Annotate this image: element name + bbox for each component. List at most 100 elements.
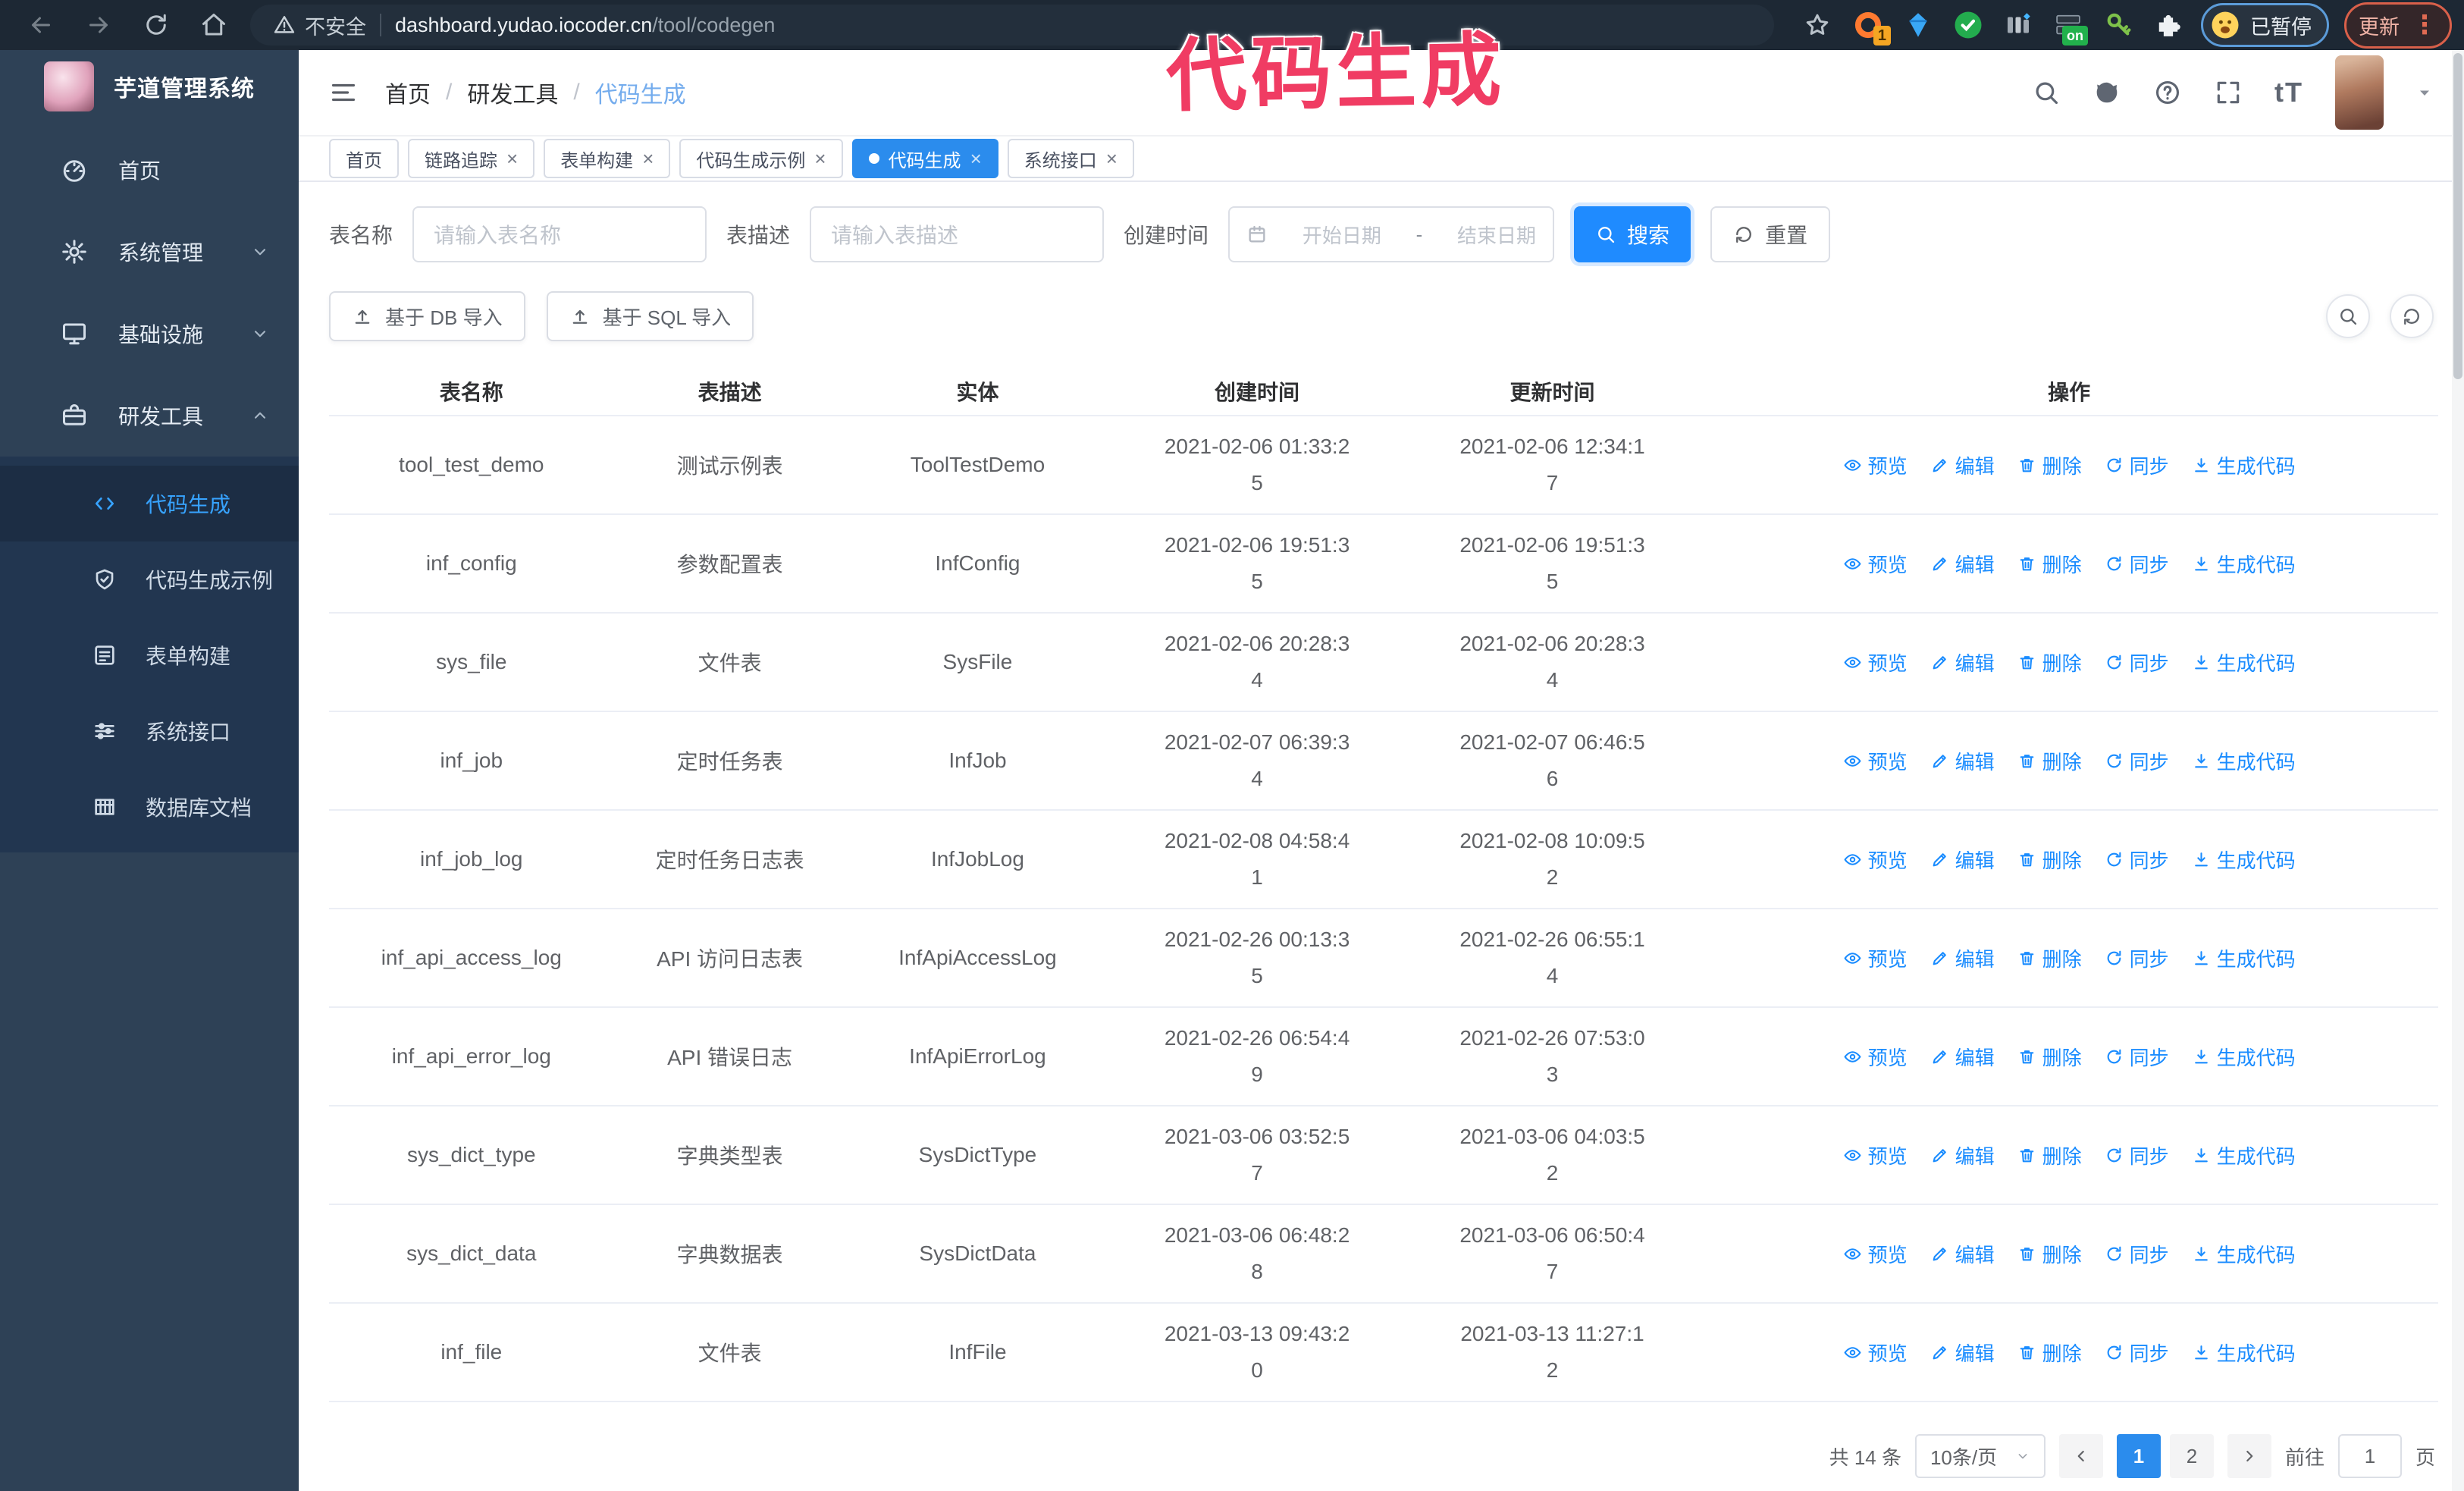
prev-page-button[interactable] (2058, 1434, 2103, 1478)
action-link[interactable]: 同步 (2105, 747, 2169, 775)
action-link[interactable]: 编辑 (1930, 1339, 1995, 1367)
action-link[interactable]: 编辑 (1930, 648, 1995, 676)
action-link[interactable]: 删除 (2017, 1043, 2082, 1071)
action-link[interactable]: 编辑 (1930, 1141, 1995, 1169)
browser-menu-icon[interactable]: ⋮ (2412, 11, 2437, 39)
view-tab[interactable]: 链路追踪 × (408, 139, 535, 178)
action-link[interactable]: 删除 (2017, 747, 2082, 775)
column-header[interactable]: 表描述 (613, 367, 846, 416)
action-link[interactable]: 编辑 (1930, 846, 1995, 874)
column-header[interactable]: 创建时间 (1109, 367, 1405, 416)
home-icon[interactable] (185, 3, 243, 47)
scrollbar[interactable] (2452, 50, 2464, 1491)
github-icon[interactable] (2093, 78, 2121, 107)
action-link[interactable]: 预览 (1843, 846, 1908, 874)
action-link[interactable]: 同步 (2105, 451, 2169, 479)
column-header[interactable]: 实体 (845, 367, 1110, 416)
action-link[interactable]: 预览 (1843, 944, 1908, 972)
action-link[interactable]: 同步 (2105, 1240, 2169, 1268)
action-link[interactable]: 删除 (2017, 648, 2082, 676)
breadcrumb-item[interactable]: 首页 (385, 83, 431, 108)
page-size-select[interactable]: 10条/页 (1914, 1434, 2045, 1478)
view-tab[interactable]: 代码生成示例 × (679, 139, 843, 178)
address-bar[interactable]: 不安全 dashboard.yudao.iocoder.cn/tool/code… (250, 5, 1774, 46)
close-icon[interactable]: × (1105, 147, 1118, 170)
action-link[interactable]: 预览 (1843, 747, 1908, 775)
action-link[interactable]: 生成代码 (2192, 944, 2296, 972)
table-name-input[interactable]: 请输入表名称 (412, 206, 707, 262)
goto-page-input[interactable]: 1 (2337, 1434, 2402, 1478)
import-db-button[interactable]: 基于 DB 导入 (329, 291, 525, 341)
sidebar-item[interactable]: 首页 (0, 129, 299, 211)
close-icon[interactable]: × (814, 147, 826, 170)
action-link[interactable]: 编辑 (1930, 747, 1995, 775)
action-link[interactable]: 生成代码 (2192, 1240, 2296, 1268)
column-header[interactable]: 操作 (1700, 367, 2438, 416)
action-link[interactable]: 删除 (2017, 451, 2082, 479)
action-link[interactable]: 预览 (1843, 451, 1908, 479)
sidebar-item[interactable]: 系统管理 (0, 211, 299, 293)
extension-gem-icon[interactable] (1901, 8, 1936, 42)
action-link[interactable]: 预览 (1843, 550, 1908, 578)
action-link[interactable]: 生成代码 (2192, 648, 2296, 676)
view-tab[interactable]: 系统接口 × (1007, 139, 1134, 178)
extension-puzzle-icon[interactable] (2151, 8, 2186, 42)
sidebar-subitem[interactable]: 数据库文档 (0, 769, 299, 845)
view-tab[interactable]: 表单构建 × (544, 139, 671, 178)
sidebar-subitem[interactable]: 系统接口 (0, 693, 299, 769)
action-link[interactable]: 删除 (2017, 846, 2082, 874)
action-link[interactable]: 同步 (2105, 648, 2169, 676)
close-icon[interactable]: × (506, 147, 519, 170)
font-size-icon[interactable]: tT (2274, 76, 2303, 108)
fullscreen-icon[interactable] (2214, 78, 2243, 107)
update-button[interactable]: 更新 ⋮ (2344, 2, 2452, 49)
forward-icon[interactable] (70, 3, 127, 47)
breadcrumb-item[interactable]: 研发工具 (467, 83, 559, 108)
action-link[interactable]: 预览 (1843, 1240, 1908, 1268)
action-link[interactable]: 生成代码 (2192, 1141, 2296, 1169)
action-link[interactable]: 删除 (2017, 1240, 2082, 1268)
sidebar-subitem[interactable]: 代码生成示例 (0, 541, 299, 617)
action-link[interactable]: 编辑 (1930, 550, 1995, 578)
extension-ring-icon[interactable]: 1 (1851, 8, 1891, 46)
bookmark-star-icon[interactable] (1799, 11, 1835, 39)
action-link[interactable]: 编辑 (1930, 944, 1995, 972)
page-number-button[interactable]: 2 (2169, 1434, 2214, 1478)
action-link[interactable]: 生成代码 (2192, 1339, 2296, 1367)
action-link[interactable]: 编辑 (1930, 1240, 1995, 1268)
action-link[interactable]: 预览 (1843, 1339, 1908, 1367)
extension-key-icon[interactable] (2101, 8, 2136, 42)
action-link[interactable]: 生成代码 (2192, 846, 2296, 874)
action-link[interactable]: 同步 (2105, 846, 2169, 874)
profile-chip[interactable]: 已暂停 (2201, 3, 2329, 47)
search-button[interactable]: 搜索 (1574, 206, 1691, 262)
action-link[interactable]: 编辑 (1930, 451, 1995, 479)
close-icon[interactable]: × (642, 147, 654, 170)
import-sql-button[interactable]: 基于 SQL 导入 (546, 291, 754, 341)
action-link[interactable]: 预览 (1843, 1043, 1908, 1071)
extension-rows-icon[interactable]: on (2051, 8, 2088, 46)
extension-check-icon[interactable] (1951, 8, 1986, 42)
scrollbar-thumb[interactable] (2453, 53, 2462, 379)
close-icon[interactable]: × (970, 147, 982, 170)
action-link[interactable]: 预览 (1843, 1141, 1908, 1169)
action-link[interactable]: 删除 (2017, 1141, 2082, 1169)
column-header[interactable]: 更新时间 (1404, 367, 1701, 416)
sidebar-item[interactable]: 研发工具 (0, 375, 299, 457)
action-link[interactable]: 预览 (1843, 648, 1908, 676)
action-link[interactable]: 同步 (2105, 1339, 2169, 1367)
column-header[interactable]: 表名称 (329, 367, 614, 416)
hamburger-icon[interactable] (329, 78, 358, 107)
page-number-button[interactable]: 1 (2116, 1434, 2161, 1478)
action-link[interactable]: 删除 (2017, 944, 2082, 972)
sidebar-logo[interactable]: 芋道管理系统 (0, 50, 299, 123)
action-link[interactable]: 生成代码 (2192, 451, 2296, 479)
sidebar-subitem[interactable]: 代码生成 (0, 466, 299, 541)
extension-bars-icon[interactable] (2001, 8, 2036, 42)
action-link[interactable]: 同步 (2105, 550, 2169, 578)
action-link[interactable]: 生成代码 (2192, 747, 2296, 775)
action-link[interactable]: 同步 (2105, 1141, 2169, 1169)
back-icon[interactable] (12, 3, 70, 47)
sidebar-item[interactable]: 基础设施 (0, 293, 299, 375)
next-page-button[interactable] (2227, 1434, 2271, 1478)
